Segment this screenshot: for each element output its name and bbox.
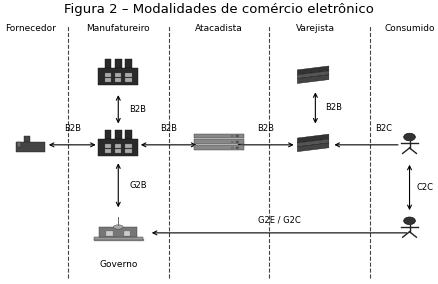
Ellipse shape xyxy=(113,225,123,229)
Text: B2B: B2B xyxy=(258,124,274,133)
Bar xyxy=(105,78,111,82)
Circle shape xyxy=(231,141,233,143)
Text: Governo: Governo xyxy=(99,260,138,269)
Bar xyxy=(115,144,121,148)
Text: G2B: G2B xyxy=(129,181,147,190)
Text: Figura 2 – Modalidades de comércio eletrônico: Figura 2 – Modalidades de comércio eletr… xyxy=(64,3,374,16)
Polygon shape xyxy=(297,143,329,152)
Bar xyxy=(17,142,21,147)
Bar xyxy=(98,68,138,85)
Text: Consumido: Consumido xyxy=(384,24,435,33)
Circle shape xyxy=(231,147,233,149)
Text: B2B: B2B xyxy=(129,105,146,114)
Bar xyxy=(105,59,111,68)
Bar xyxy=(115,59,122,68)
Text: B2B: B2B xyxy=(325,103,342,112)
Text: B2B: B2B xyxy=(160,124,177,133)
Bar xyxy=(94,237,143,240)
Bar xyxy=(106,231,113,236)
Bar xyxy=(194,133,244,138)
Bar xyxy=(125,149,131,153)
Circle shape xyxy=(236,141,239,143)
Bar xyxy=(125,59,132,68)
Text: G2E / G2C: G2E / G2C xyxy=(258,215,300,224)
Text: Fornecedor: Fornecedor xyxy=(5,24,56,33)
Bar xyxy=(105,149,111,153)
Bar xyxy=(115,78,121,82)
Bar xyxy=(24,137,30,142)
Text: Varejista: Varejista xyxy=(296,24,335,33)
Circle shape xyxy=(404,133,415,141)
Bar xyxy=(125,130,132,139)
Bar xyxy=(115,73,121,77)
Text: C2C: C2C xyxy=(416,183,433,192)
Bar xyxy=(125,78,131,82)
Polygon shape xyxy=(297,75,329,83)
Bar xyxy=(17,142,45,152)
Circle shape xyxy=(231,135,233,137)
Bar xyxy=(98,139,138,156)
Text: B2C: B2C xyxy=(375,124,392,133)
Bar xyxy=(105,73,111,77)
Polygon shape xyxy=(297,134,329,143)
Bar xyxy=(105,130,111,139)
Polygon shape xyxy=(297,139,329,147)
Text: Manufatureiro: Manufatureiro xyxy=(86,24,150,33)
Polygon shape xyxy=(297,66,329,75)
Bar xyxy=(115,149,121,153)
Circle shape xyxy=(236,147,239,149)
Polygon shape xyxy=(297,71,329,79)
Circle shape xyxy=(404,217,415,225)
Bar xyxy=(105,144,111,148)
Bar xyxy=(194,139,244,144)
Bar xyxy=(99,227,138,237)
Bar xyxy=(115,130,122,139)
Text: Atacadista: Atacadista xyxy=(195,24,243,33)
Bar xyxy=(125,73,131,77)
Text: B2B: B2B xyxy=(64,124,81,133)
Bar xyxy=(125,144,131,148)
Bar xyxy=(194,145,244,150)
Circle shape xyxy=(236,135,239,137)
Bar xyxy=(124,231,130,236)
